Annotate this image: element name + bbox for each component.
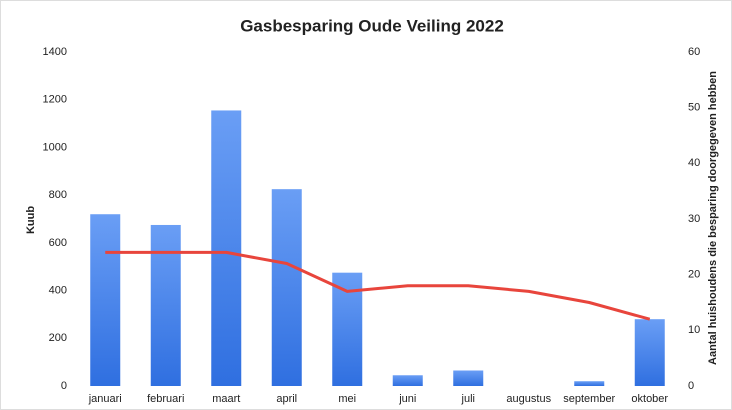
bar	[453, 370, 484, 386]
y-tick-label: 0	[61, 380, 67, 392]
y-tick-label: 200	[49, 332, 67, 344]
y2-tick-label: 0	[688, 380, 694, 392]
bar	[271, 189, 302, 386]
bar	[150, 224, 181, 386]
y2-axis-title: Aantal huishoudens die besparing doorgeg…	[707, 71, 719, 365]
bar	[574, 381, 605, 386]
bar	[211, 110, 242, 386]
y2-tick-label: 60	[688, 46, 700, 58]
y2-tick-label: 10	[688, 324, 700, 336]
x-tick-label: oktober	[631, 393, 668, 405]
bar	[634, 319, 665, 386]
bar	[90, 214, 121, 386]
x-tick-label: februari	[147, 393, 184, 405]
line	[105, 250, 651, 321]
x-tick-label: juli	[461, 393, 475, 405]
x-tick-label: maart	[212, 393, 240, 405]
x-tick-label: april	[276, 393, 297, 405]
bar	[392, 375, 423, 386]
y-tick-label: 1200	[43, 94, 67, 106]
y2-tick-label: 40	[688, 157, 700, 169]
y-tick-label: 400	[49, 284, 67, 296]
x-tick-label: mei	[338, 393, 356, 405]
x-tick-label: augustus	[506, 393, 551, 405]
y2-tick-label: 30	[688, 213, 700, 225]
x-tick-label: september	[563, 393, 615, 405]
y-tick-label: 1400	[43, 46, 67, 58]
y2-tick-label: 50	[688, 102, 700, 114]
y-tick-label: 1000	[43, 141, 67, 153]
x-tick-label: januari	[88, 393, 122, 405]
y-tick-label: 800	[49, 189, 67, 201]
chart-title: Gasbesparing Oude Veiling 2022	[240, 16, 504, 35]
y-axis-title: Kuub	[25, 206, 37, 234]
y-tick-label: 600	[49, 237, 67, 249]
x-tick-label: juni	[398, 393, 416, 405]
y2-tick-label: 20	[688, 269, 700, 281]
